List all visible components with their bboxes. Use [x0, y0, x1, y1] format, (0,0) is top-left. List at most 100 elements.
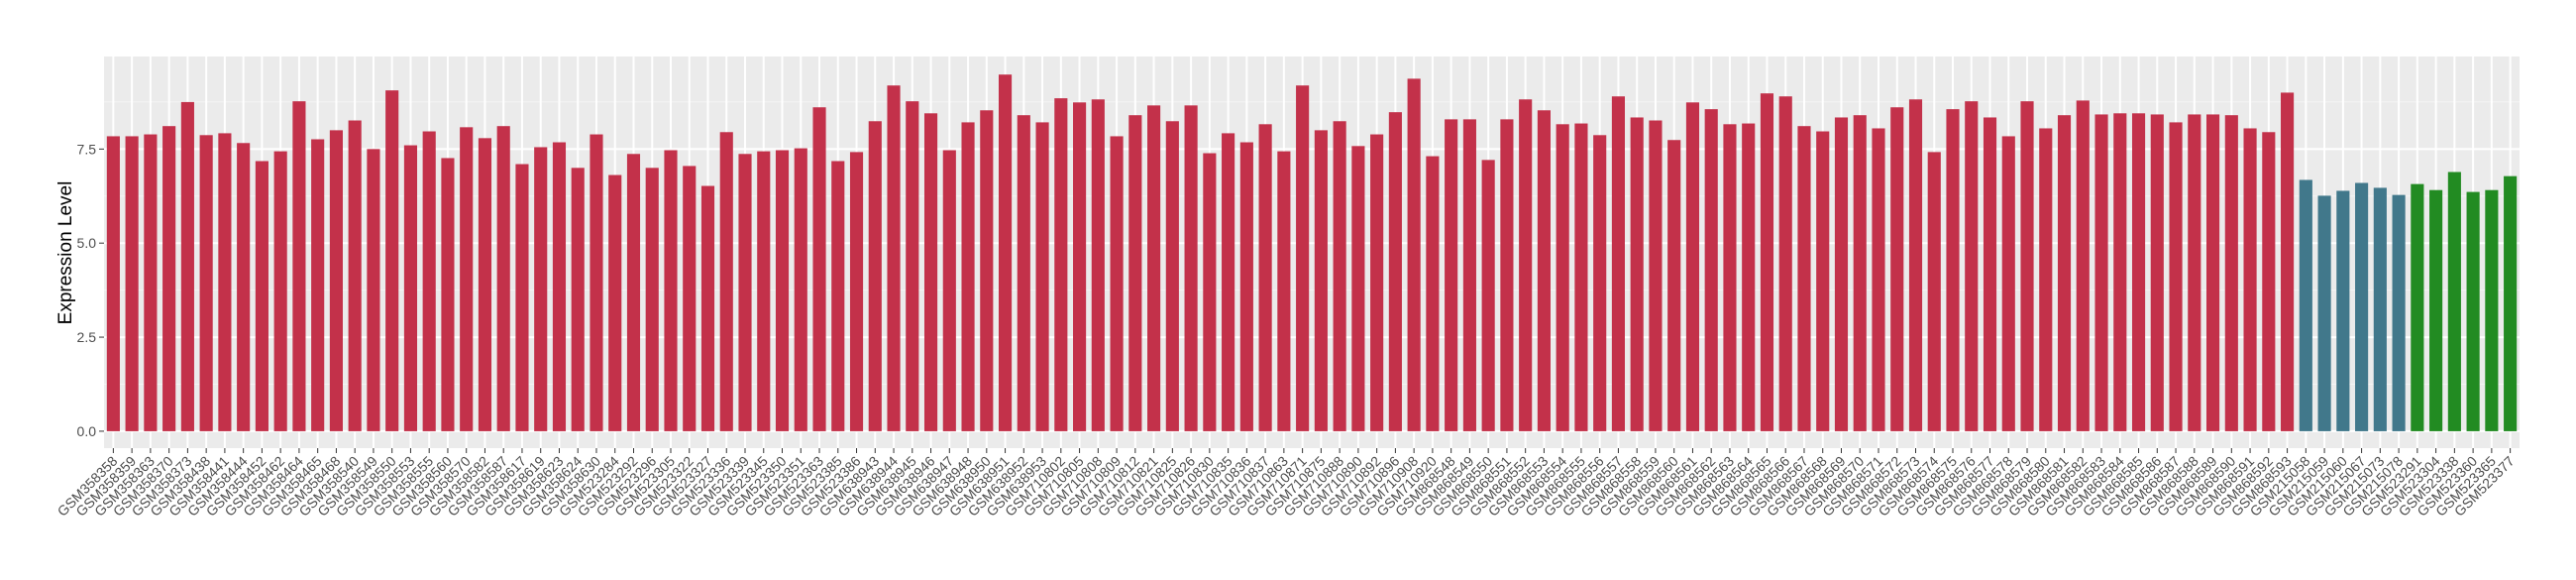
bar-GSM868587: [2169, 122, 2183, 431]
bar-GSM868590: [2224, 115, 2238, 431]
bar-GSM358624: [571, 168, 585, 431]
bar-GSM358358: [106, 136, 120, 431]
bar-GSM710908: [1407, 78, 1421, 431]
bar-GSM358555: [422, 131, 436, 431]
x-axis: GSM358358GSM358359GSM358363GSM358370GSM3…: [54, 448, 2518, 520]
bar-GSM215058: [2299, 179, 2312, 431]
bar-GSM358462: [273, 151, 287, 431]
bar-GSM710920: [1426, 156, 1440, 431]
bar-GSM523351: [794, 148, 807, 431]
bar-GSM358570: [460, 127, 474, 431]
bar-GSM358550: [385, 90, 399, 431]
bar-GSM358617: [515, 164, 529, 431]
bar-GSM638944: [887, 85, 901, 431]
bars: [106, 74, 2518, 431]
bar-GSM868580: [2039, 128, 2053, 431]
bar-GSM710896: [1388, 112, 1402, 431]
bar-GSM710863: [1277, 151, 1291, 431]
bar-GSM358464: [292, 101, 306, 431]
y-tick-label: 2.5: [77, 329, 97, 345]
bar-GSM710890: [1351, 146, 1365, 431]
bar-GSM523339: [738, 154, 752, 431]
bar-GSM868572: [1890, 107, 1904, 431]
y-tick-label: 7.5: [77, 141, 97, 157]
bar-GSM868583: [2094, 114, 2108, 431]
bar-GSM215067: [2355, 182, 2369, 431]
bar-GSM523377: [2504, 175, 2518, 431]
bar-GSM710875: [1314, 130, 1328, 431]
bar-GSM868592: [2262, 132, 2276, 431]
bar-GSM638945: [906, 101, 919, 431]
bar-GSM868563: [1723, 124, 1737, 431]
bar-GSM358359: [125, 136, 139, 431]
bar-GSM523327: [700, 185, 715, 431]
bar-GSM868551: [1500, 119, 1514, 431]
bar-GSM523365: [2485, 189, 2499, 431]
bar-GSM710808: [1091, 99, 1105, 431]
bar-GSM868567: [1797, 126, 1811, 431]
bar-GSM215078: [2392, 194, 2406, 431]
y-axis-title: Expression Level: [55, 181, 76, 325]
bar-GSM710871: [1296, 85, 1310, 431]
bar-GSM868557: [1611, 96, 1626, 431]
bar-GSM710821: [1147, 105, 1161, 431]
bar-GSM868561: [1685, 102, 1700, 431]
bar-GSM868564: [1742, 123, 1756, 431]
bar-GSM868588: [2188, 114, 2201, 431]
bar-GSM868553: [1537, 110, 1551, 431]
bar-GSM868589: [2205, 114, 2220, 431]
bar-GSM358623: [552, 142, 567, 431]
bar-GSM710888: [1333, 121, 1346, 431]
bar-GSM358370: [162, 126, 176, 431]
bar-GSM710835: [1222, 133, 1235, 431]
bar-GSM523385: [831, 161, 845, 431]
bar-GSM523363: [812, 107, 826, 431]
bar-GSM868584: [2113, 113, 2127, 431]
bar-GSM358452: [255, 161, 268, 431]
bar-GSM523284: [608, 174, 622, 431]
bar-GSM358630: [590, 134, 603, 431]
bar-GSM638948: [961, 122, 975, 431]
bar-GSM868558: [1630, 117, 1644, 431]
bar-GSM868591: [2243, 128, 2257, 431]
bar-GSM868565: [1760, 93, 1774, 431]
bar-GSM358582: [478, 138, 492, 431]
bar-GSM358468: [329, 130, 343, 431]
bar-GSM868552: [1519, 99, 1533, 431]
bar-GSM358363: [144, 134, 158, 431]
bar-GSM523291: [2411, 183, 2424, 431]
bar-GSM638946: [923, 113, 938, 431]
bar-GSM868554: [1556, 124, 1569, 431]
bar-GSM358540: [348, 120, 362, 431]
bar-GSM710809: [1110, 136, 1124, 431]
bar-GSM523386: [849, 152, 864, 431]
bar-GSM710805: [1073, 102, 1087, 431]
bar-GSM868555: [1574, 123, 1588, 431]
bar-GSM868575: [1946, 109, 1960, 431]
bar-GSM710812: [1128, 115, 1142, 431]
bar-GSM523360: [2466, 191, 2480, 431]
bar-GSM638952: [1017, 115, 1030, 431]
bar-GSM358560: [441, 158, 455, 431]
bar-GSM358619: [534, 147, 548, 431]
bar-GSM710837: [1258, 124, 1272, 431]
bar-GSM638950: [980, 110, 994, 431]
bar-GSM868581: [2057, 115, 2072, 431]
bar-GSM868585: [2131, 113, 2146, 431]
bar-GSM358373: [180, 101, 194, 431]
bar-GSM868570: [1853, 115, 1867, 431]
bar-GSM638951: [998, 74, 1013, 431]
bar-GSM868574: [1927, 152, 1941, 431]
bar-GSM638953: [1035, 122, 1049, 431]
bar-GSM523296: [645, 168, 659, 431]
bar-GSM868569: [1834, 117, 1849, 431]
bar-GSM523336: [719, 132, 733, 431]
bar-GSM868562: [1704, 109, 1718, 431]
y-axis: 0.0 2.5 5.0 7.5: [77, 141, 104, 439]
bar-GSM868548: [1445, 119, 1458, 431]
bar-GSM358587: [496, 126, 510, 431]
bar-GSM523338: [2447, 172, 2461, 431]
bar-GSM523305: [664, 150, 678, 431]
bar-GSM868576: [1965, 101, 1979, 431]
